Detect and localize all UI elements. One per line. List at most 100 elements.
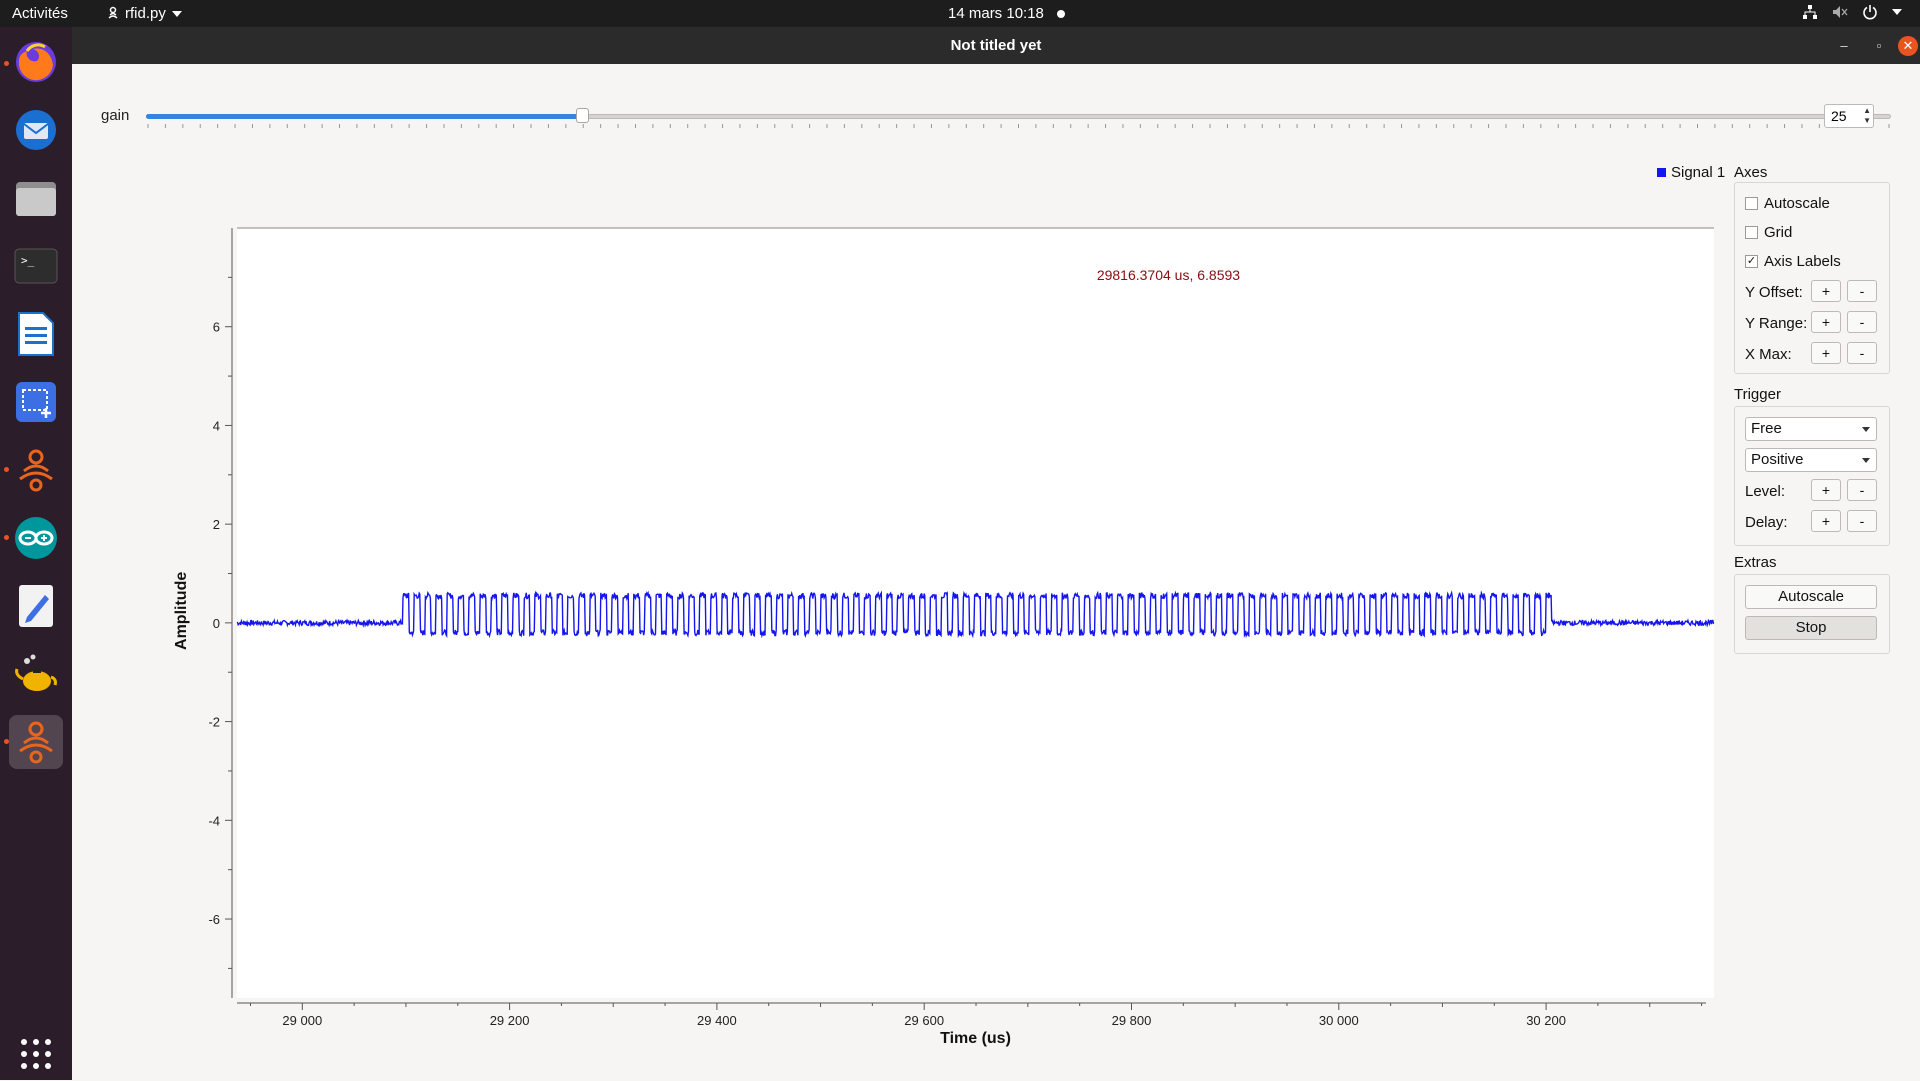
grid-checkbox-label[interactable]: Grid (1764, 224, 1793, 241)
cursor-readout: 29816.3704 us, 6.8593 (1097, 267, 1240, 283)
spin-arrows-icon[interactable]: ▲ ▼ (1863, 106, 1871, 125)
level-minus-button[interactable]: - (1847, 479, 1877, 501)
volume-muted-icon[interactable] (1832, 4, 1848, 20)
delay-label: Delay: (1745, 514, 1788, 531)
x-tick-label: 29 400 (697, 1013, 737, 1028)
x-max-plus-button[interactable]: + (1811, 342, 1841, 364)
y-range-minus-button[interactable]: - (1847, 311, 1877, 333)
grid-checkbox[interactable]: Grid (1745, 224, 1792, 241)
chevron-down-icon[interactable] (1892, 9, 1902, 15)
running-indicator (4, 61, 9, 66)
maximize-button[interactable]: ▫ (1876, 38, 1882, 53)
time-plot[interactable]: 6 4 2 0 -2 -4 -6 29 000 29 200 29 400 29 600 29 800… (166, 160, 1736, 1080)
chevron-down-icon[interactable] (1862, 458, 1870, 463)
x-axis-label: Time (us) (940, 1030, 1011, 1047)
legend-label: Signal 1 (1671, 164, 1726, 181)
chevron-down-icon (171, 10, 182, 17)
autoscale-checkbox-label[interactable]: Autoscale (1764, 195, 1830, 212)
checkmark-icon[interactable]: ✓ (1745, 255, 1758, 268)
system-top-bar: Activités rfid.py 14 mars 10:18 (0, 0, 1920, 27)
gain-label: gain (101, 107, 130, 124)
activities-button[interactable]: Activités (12, 5, 68, 22)
slider-handle[interactable] (576, 108, 590, 123)
gain-value[interactable]: 25 (1831, 108, 1847, 124)
screenshot-icon[interactable] (9, 375, 63, 429)
window-title: Not titled yet (950, 37, 1042, 54)
y-tick-label: -2 (208, 715, 220, 730)
stop-button[interactable]: Stop (1745, 616, 1877, 640)
extras-section-title: Extras (1734, 554, 1777, 571)
app-menu[interactable]: rfid.py (107, 5, 182, 22)
extras-group: Autoscale Stop (1734, 574, 1890, 654)
y-tick-label: 6 (213, 320, 220, 335)
y-offset-minus-button[interactable]: - (1847, 280, 1877, 302)
trigger-slope-select[interactable]: Positive (1745, 448, 1877, 472)
checkbox-box[interactable] (1745, 197, 1758, 210)
gain-slider[interactable] (146, 108, 1891, 132)
y-axis-label: Amplitude (173, 572, 190, 650)
level-plus-button[interactable]: + (1811, 479, 1841, 501)
slider-ticks (147, 124, 1890, 128)
show-apps-icon[interactable] (9, 1027, 63, 1081)
y-range-label: Y Range: (1745, 315, 1808, 332)
trigger-mode-select[interactable]: Free (1745, 417, 1877, 441)
chevron-down-icon[interactable] (1862, 427, 1870, 432)
legend-signal-1[interactable]: Signal 1 (1657, 164, 1725, 181)
trigger-slope-value[interactable]: Positive (1751, 451, 1804, 468)
gnuradio-icon[interactable] (9, 443, 63, 497)
x-tick-label: 29 800 (1112, 1013, 1152, 1028)
trigger-mode-value[interactable]: Free (1751, 420, 1782, 437)
power-icon[interactable] (1862, 4, 1878, 20)
y-offset-label: Y Offset: (1745, 284, 1803, 301)
x-tick-label: 29 600 (904, 1013, 944, 1028)
terminal-icon[interactable]: >_ (9, 239, 63, 293)
x-max-label: X Max: (1745, 346, 1792, 363)
text-editor-icon[interactable] (9, 579, 63, 633)
window-titlebar[interactable]: Not titled yet – ▫ ✕ (72, 27, 1920, 64)
writer-icon[interactable] (9, 307, 63, 361)
axis-labels-checkbox-label[interactable]: Axis Labels (1764, 253, 1841, 270)
x-tick-label: 30 200 (1526, 1013, 1566, 1028)
firefox-icon[interactable] (9, 35, 63, 89)
trigger-group: Free Positive Level: + - Delay: + - (1734, 406, 1890, 546)
files-icon[interactable] (9, 171, 63, 225)
delay-plus-button[interactable]: + (1811, 510, 1841, 532)
close-button[interactable]: ✕ (1898, 36, 1918, 56)
axis-labels-checkbox[interactable]: ✓ Axis Labels (1745, 253, 1841, 270)
y-tick-label: 2 (213, 517, 220, 532)
legend-swatch (1657, 168, 1666, 177)
app-name: rfid.py (125, 5, 166, 22)
delay-minus-button[interactable]: - (1847, 510, 1877, 532)
y-range-plus-button[interactable]: + (1811, 311, 1841, 333)
dock: >_ (0, 27, 72, 1080)
arduino-icon[interactable] (9, 511, 63, 565)
x-max-minus-button[interactable]: - (1847, 342, 1877, 364)
autoscale-button[interactable]: Autoscale (1745, 585, 1877, 609)
network-icon[interactable] (1802, 4, 1818, 20)
thunderbird-icon[interactable] (9, 103, 63, 157)
y-tick-label: -4 (208, 813, 220, 828)
gnuradio-active-icon[interactable] (9, 715, 63, 769)
running-indicator (4, 739, 9, 744)
clock[interactable]: 14 mars 10:18 (948, 5, 1044, 22)
level-label: Level: (1745, 483, 1786, 500)
notification-dot (1057, 10, 1065, 18)
trigger-section-title: Trigger (1734, 386, 1781, 403)
main-content: gain 25 ▲ ▼ 6 4 2 0 -2 -4 -6 29 000 29 200 29 400 2… (72, 64, 1920, 1080)
running-indicator (4, 535, 9, 540)
plot-canvas (237, 228, 1714, 998)
y-tick-label: -6 (208, 912, 220, 927)
gain-spinbox[interactable]: 25 ▲ ▼ (1824, 104, 1874, 128)
minimize-button[interactable]: – (1840, 38, 1848, 53)
system-tray[interactable] (1802, 4, 1902, 20)
checkbox-box[interactable] (1745, 226, 1758, 239)
y-tick-label: 4 (213, 418, 220, 433)
autoscale-checkbox[interactable]: Autoscale (1745, 195, 1830, 212)
slider-fill (146, 114, 583, 119)
x-tick-label: 29 200 (490, 1013, 530, 1028)
axes-group: Autoscale Grid ✓ Axis Labels Y Offset: +… (1734, 182, 1890, 374)
y-offset-plus-button[interactable]: + (1811, 280, 1841, 302)
running-indicator (4, 467, 9, 472)
x-tick-label: 30 000 (1319, 1013, 1359, 1028)
teapot-icon[interactable] (9, 647, 63, 701)
